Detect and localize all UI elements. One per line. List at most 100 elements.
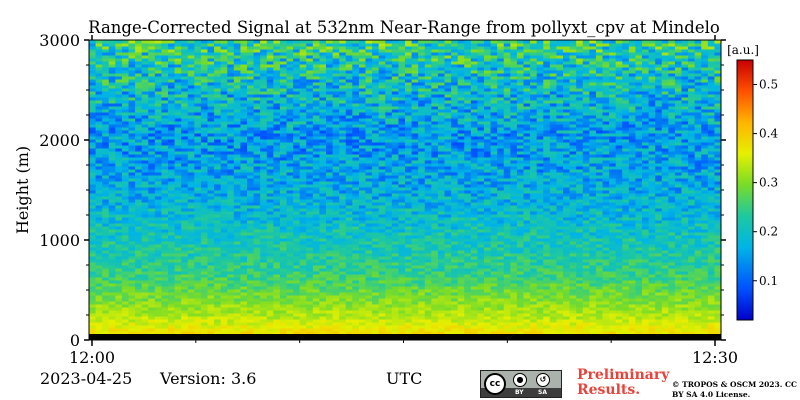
heatmap-cell [628,322,636,326]
heatmap-cell [332,262,340,266]
heatmap-cell [345,232,353,236]
heatmap-cell [431,271,439,275]
heatmap-cell [694,325,702,329]
heatmap-cell [635,328,643,332]
heatmap-cell [707,331,715,335]
heatmap-cell [121,220,129,224]
heatmap-cell [286,304,294,308]
heatmap-cell [398,271,406,275]
heatmap-cell [293,262,301,266]
heatmap-cell [635,184,643,188]
heatmap-cell [266,301,274,305]
heatmap-cell [207,283,215,287]
heatmap-cell [148,226,156,230]
heatmap-cell [582,217,590,221]
heatmap-cell [609,247,617,251]
heatmap-cell [293,286,301,290]
heatmap-cell [273,223,281,227]
heatmap-cell [405,235,413,239]
heatmap-cell [530,187,538,191]
heatmap-cell [385,220,393,224]
heatmap-cell [694,331,702,335]
heatmap-cell [385,247,393,251]
heatmap-cell [141,247,149,251]
heatmap-cell [595,211,603,215]
heatmap-cell [319,208,327,212]
heatmap-cell [352,247,360,251]
heatmap-cell [714,226,722,230]
heatmap-cell [227,289,235,293]
heatmap-cell [312,316,320,320]
heatmap-cell [484,316,492,320]
heatmap-cell [431,292,439,296]
heatmap-cell [253,268,261,272]
heatmap-cell [312,319,320,323]
heatmap-cell [642,229,650,233]
heatmap-cell [628,325,636,329]
heatmap-cell [536,202,544,206]
heatmap-cell [411,220,419,224]
heatmap-cell [418,235,426,239]
heatmap-cell [714,319,722,323]
heatmap-cell [628,205,636,209]
heatmap-cell [358,277,366,281]
heatmap-cell [497,259,505,263]
heatmap-cell [694,241,702,245]
heatmap-cell [339,316,347,320]
heatmap-cell [115,190,123,194]
heatmap-cell [457,238,465,242]
heatmap-cell [168,259,176,263]
heatmap-cell [128,283,136,287]
heatmap-cell [378,232,386,236]
heatmap-cell [484,193,492,197]
heatmap-cell [536,265,544,269]
heatmap-cell [510,202,518,206]
heatmap-cell [358,313,366,317]
heatmap-cell [609,322,617,326]
heatmap-cell [622,271,630,275]
heatmap-cell [536,271,544,275]
heatmap-cell [161,310,169,314]
heatmap-cell [707,313,715,317]
heatmap-cell [247,196,255,200]
heatmap-cell [484,238,492,242]
heatmap-cell [365,265,373,269]
heatmap-cell [187,322,195,326]
heatmap-cell [536,328,544,332]
heatmap-cell [536,298,544,302]
heatmap-cell [148,256,156,260]
heatmap-cell [385,277,393,281]
heatmap-cell [200,259,208,263]
heatmap-cell [95,274,103,278]
heatmap-cell [668,223,676,227]
heatmap-cell [674,184,682,188]
heatmap-cell [339,229,347,233]
heatmap-cell [470,190,478,194]
heatmap-cell [154,304,162,308]
heatmap-cell [490,268,498,272]
heatmap-cell [602,280,610,284]
heatmap-cell [365,190,373,194]
heatmap-cell [668,286,676,290]
heatmap-cell [121,307,129,311]
heatmap-cell [424,331,432,335]
heatmap-cell [89,181,97,185]
heatmap-cell [299,301,307,305]
heatmap-cell [444,235,452,239]
heatmap-cell [628,313,636,317]
heatmap-cell [457,286,465,290]
heatmap-cell [595,202,603,206]
heatmap-cell [589,220,597,224]
heatmap-cell [589,187,597,191]
heatmap-cell [451,292,459,296]
heatmap-cell [358,301,366,305]
heatmap-cell [674,220,682,224]
heatmap-cell [674,283,682,287]
heatmap-cell [378,259,386,263]
heatmap-cell [227,328,235,332]
heatmap-cell [418,196,426,200]
heatmap-cell [470,247,478,251]
heatmap-cell [405,253,413,257]
heatmap-cell [609,205,617,209]
heatmap-cell [253,223,261,227]
